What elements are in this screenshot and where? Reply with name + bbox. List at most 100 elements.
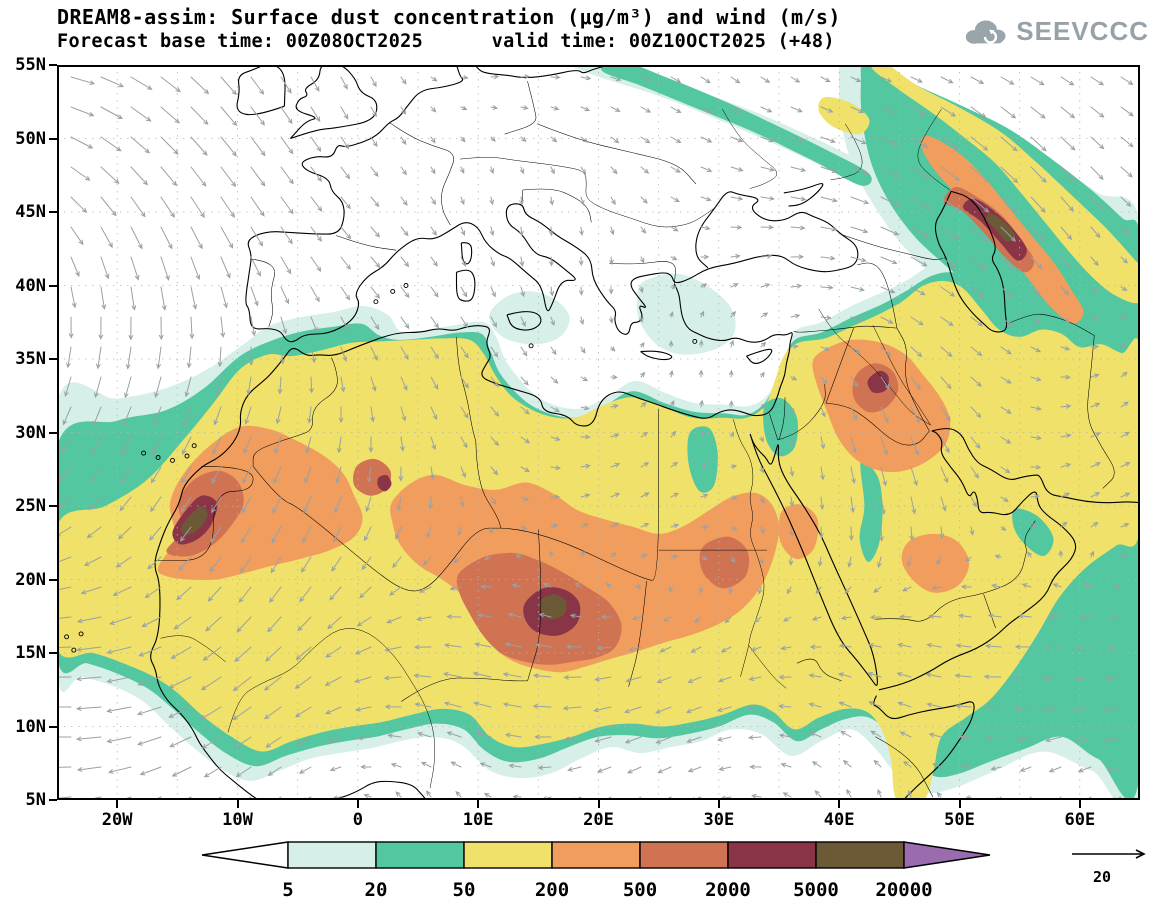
- dust-concentration-layer: [57, 65, 1140, 800]
- country-border: [769, 413, 779, 440]
- coastline: [474, 65, 608, 79]
- lon-tick-mark: [597, 800, 600, 808]
- country-border: [336, 235, 397, 251]
- country-border: [825, 328, 854, 404]
- chart-title: DREAM8-assim: Surface dust concentration…: [57, 5, 841, 29]
- dust-region-orange-south-saudi: [901, 533, 970, 593]
- lat-tick-label: 5N: [25, 790, 46, 810]
- colorbar-segment: [463, 841, 553, 869]
- coastline: [746, 348, 773, 364]
- coastline: [783, 183, 824, 207]
- lat-tick-mark: [49, 725, 57, 728]
- country-border: [628, 580, 647, 687]
- country-border: [1007, 313, 1095, 336]
- lon-tick-mark: [717, 800, 720, 808]
- country-border: [388, 122, 454, 226]
- logo-text: SEEVCCC: [1016, 16, 1149, 46]
- colorbar-tick-label: 20000: [875, 879, 932, 901]
- country-border: [252, 466, 501, 592]
- lon-tick-mark: [838, 800, 841, 808]
- lon-tick-mark: [236, 800, 239, 808]
- country-border: [793, 325, 897, 333]
- lat-tick-label: 45N: [15, 202, 46, 222]
- colorbar-tick-label: 500: [623, 879, 657, 901]
- country-borders-layer: [154, 81, 1115, 798]
- colorbar-tick-label: 5000: [793, 879, 839, 901]
- river: [227, 628, 436, 789]
- dust-region-yellow-caucasus-caspian-band: [870, 65, 1140, 304]
- coastline: [506, 311, 542, 331]
- country-border: [475, 441, 502, 529]
- colorbar-segment: [551, 841, 641, 869]
- lon-tick-label: 60E: [1064, 810, 1096, 830]
- dust-region-cyan-aegean: [636, 273, 736, 355]
- lat-tick-mark: [49, 505, 57, 507]
- seevccc-logo: SEEVCCC: [961, 16, 1149, 47]
- lon-tick-label: 40E: [823, 810, 855, 830]
- island: [155, 455, 161, 460]
- wind-arrows: [57, 74, 1134, 800]
- dust-region-brown-bodele: [539, 594, 567, 620]
- cloud-icon: [966, 20, 1006, 44]
- dust-region-teal-oman-overlay: [1012, 508, 1054, 557]
- river: [818, 308, 931, 426]
- colorbar-under-arrow: [201, 841, 289, 869]
- colorbar: 5 20 50 200 500 2000 5000 20000: [201, 841, 991, 901]
- river: [160, 635, 226, 662]
- lon-tick-label: 0: [352, 810, 363, 830]
- dust-region-brown-west-sahara: [180, 505, 208, 536]
- lon-tick-label: 20E: [583, 810, 614, 830]
- country-border: [609, 261, 676, 285]
- dust-region-yellow-europe-spot: [818, 97, 870, 135]
- coastline: [455, 269, 476, 302]
- country-border: [504, 81, 537, 135]
- island: [141, 450, 147, 456]
- dust-region-maroon-caucasus: [962, 198, 1027, 261]
- country-border: [1087, 335, 1115, 489]
- country-border: [857, 262, 898, 329]
- coastline: [934, 190, 1008, 333]
- coastline: [236, 65, 286, 116]
- coastline: [749, 433, 878, 686]
- colorbar-over-arrow: [903, 841, 991, 869]
- lat-tick-mark: [49, 799, 57, 801]
- island: [373, 299, 379, 305]
- wind-arrows-layer: [57, 74, 1134, 800]
- lat-tick-mark: [49, 137, 57, 140]
- river: [830, 123, 863, 180]
- country-border: [527, 529, 542, 681]
- lon-tick-mark: [116, 800, 119, 808]
- coastline: [878, 430, 1077, 691]
- lat-tick-label: 10N: [15, 716, 46, 737]
- colorbar-tick-label: 2000: [705, 879, 751, 901]
- lon-tick-mark: [356, 800, 359, 808]
- lon-tick-label: 30E: [703, 810, 735, 830]
- lat-tick-label: 15N: [15, 643, 46, 663]
- colorbar-tick-label: 5: [282, 879, 293, 901]
- colorbar-segment: [375, 841, 465, 869]
- lat-tick-label: 40N: [15, 275, 46, 296]
- country-border: [456, 336, 477, 442]
- lon-tick-mark: [958, 800, 961, 808]
- country-border: [896, 327, 930, 432]
- dust-region-teal-egypt-overlay: [687, 426, 718, 493]
- country-border: [500, 409, 659, 581]
- island: [184, 453, 190, 459]
- island: [170, 457, 175, 463]
- wind-reference-arrow: [1072, 849, 1146, 859]
- lat-tick-label: 55N: [15, 55, 46, 75]
- coastline: [931, 428, 1140, 504]
- lat-tick-label: 50N: [15, 128, 46, 149]
- dust-region-cyan-sicily-italy: [488, 291, 570, 345]
- river: [917, 108, 951, 191]
- river: [733, 419, 765, 677]
- wind-reference: 20: [1072, 849, 1146, 886]
- lat-tick-label: 25N: [15, 496, 46, 516]
- island: [403, 283, 409, 288]
- country-border: [796, 658, 842, 682]
- country-border: [840, 233, 947, 260]
- river: [460, 157, 716, 228]
- lat-tick-mark: [49, 284, 57, 287]
- island: [390, 288, 396, 294]
- coastline: [640, 350, 673, 361]
